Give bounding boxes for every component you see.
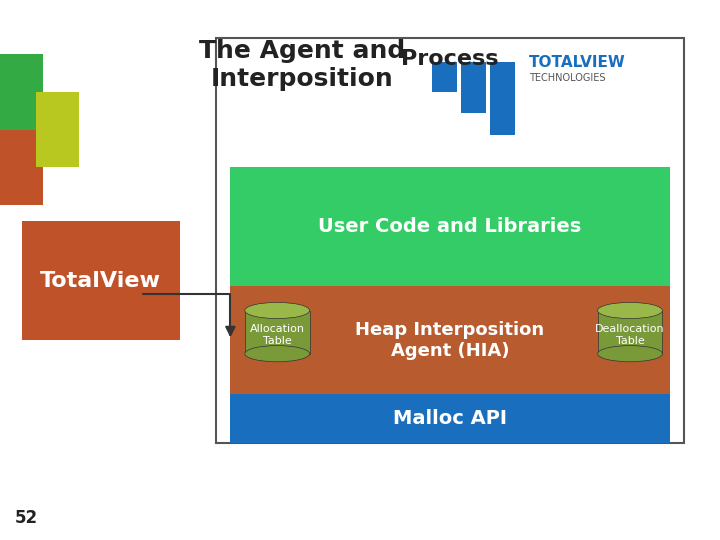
FancyBboxPatch shape: [0, 54, 43, 130]
Text: TotalView: TotalView: [40, 271, 161, 291]
Text: TOTALVIEW: TOTALVIEW: [529, 55, 626, 70]
FancyBboxPatch shape: [432, 62, 457, 92]
FancyBboxPatch shape: [216, 38, 684, 443]
FancyBboxPatch shape: [36, 92, 79, 167]
Text: Heap Interposition
Agent (HIA): Heap Interposition Agent (HIA): [356, 321, 544, 360]
Text: Allocation
Table: Allocation Table: [250, 324, 305, 346]
Text: User Code and Libraries: User Code and Libraries: [318, 217, 582, 237]
Ellipse shape: [245, 302, 310, 319]
Polygon shape: [598, 310, 662, 354]
Text: Deallocation
Table: Deallocation Table: [595, 324, 665, 346]
Ellipse shape: [598, 302, 662, 319]
FancyBboxPatch shape: [22, 221, 180, 340]
Ellipse shape: [598, 346, 662, 362]
FancyBboxPatch shape: [490, 62, 515, 135]
FancyBboxPatch shape: [230, 394, 670, 443]
FancyBboxPatch shape: [230, 286, 670, 394]
FancyBboxPatch shape: [230, 167, 670, 286]
Ellipse shape: [245, 346, 310, 362]
FancyBboxPatch shape: [461, 62, 486, 113]
Text: Malloc API: Malloc API: [393, 409, 507, 428]
Text: Process: Process: [401, 49, 499, 70]
Text: 52: 52: [14, 509, 37, 528]
Polygon shape: [245, 310, 310, 354]
Text: The Agent and
Interposition: The Agent and Interposition: [199, 39, 405, 91]
FancyBboxPatch shape: [0, 130, 43, 205]
Text: TECHNOLOGIES: TECHNOLOGIES: [529, 73, 606, 83]
